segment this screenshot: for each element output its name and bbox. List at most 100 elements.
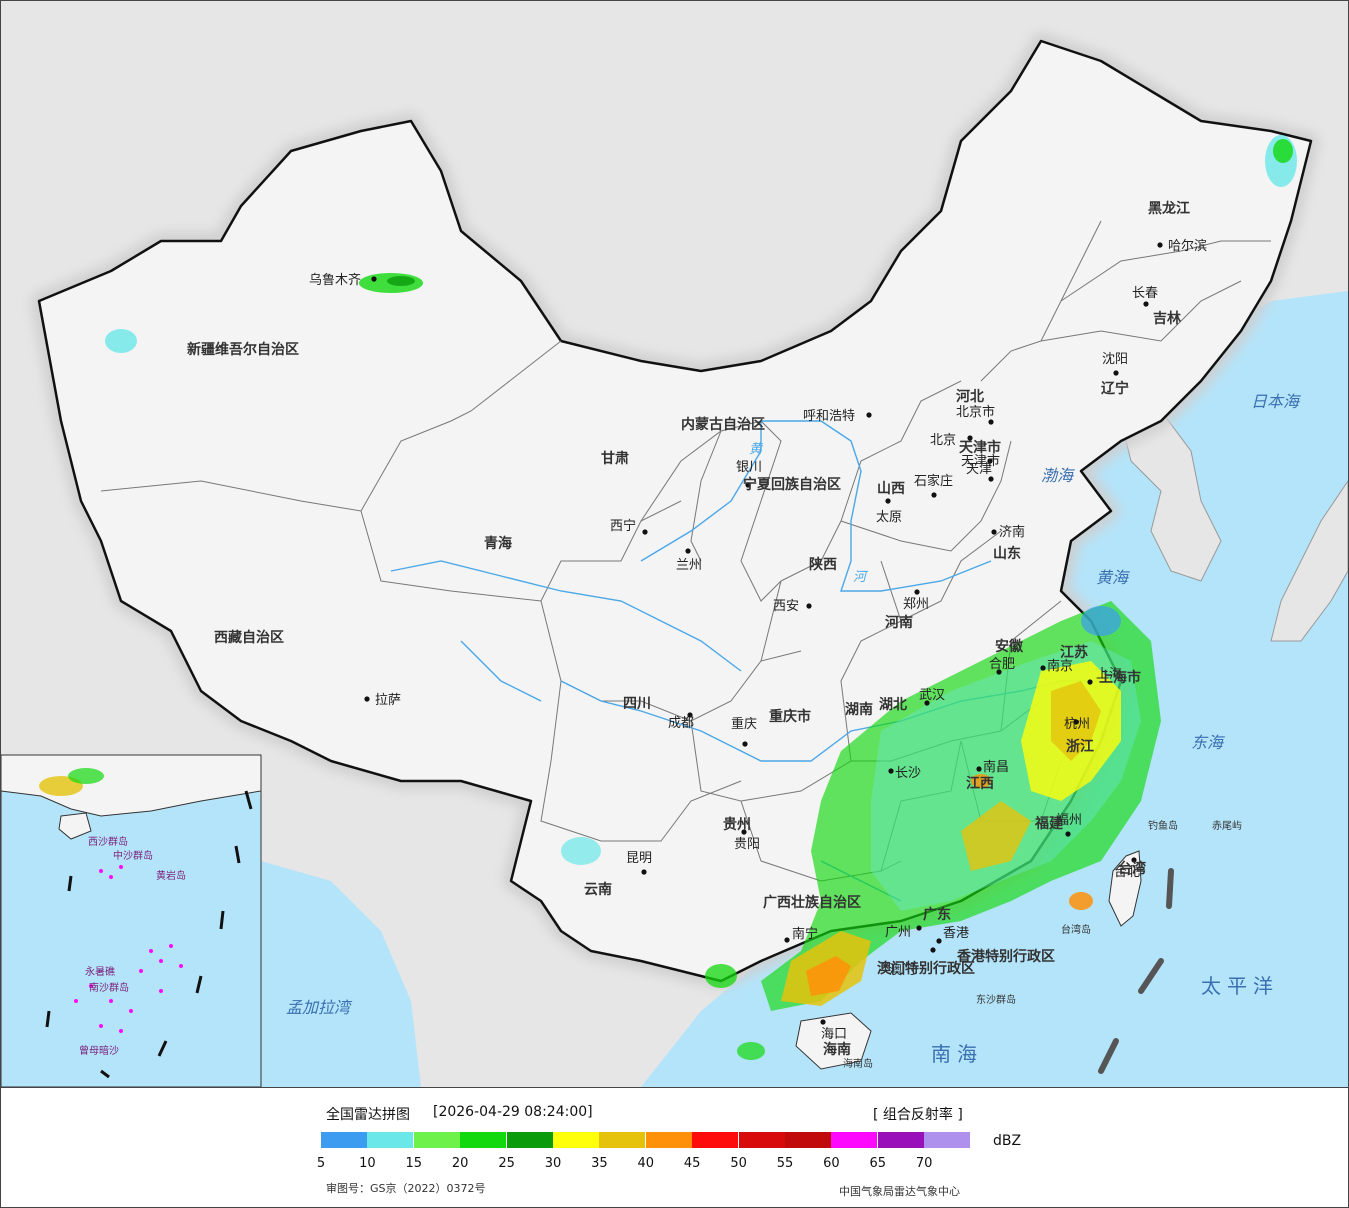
scale-tick-label: 10 <box>359 1156 376 1171</box>
island-label: 黄岩岛 <box>156 869 186 882</box>
approval-number: 审图号：GS京（2022）0372号 <box>326 1182 486 1195</box>
sea-label: 渤海 <box>1041 466 1075 485</box>
province-label: 新疆维吾尔自治区 <box>187 341 299 358</box>
province-label: 江西 <box>966 775 994 792</box>
legend-timestamp: [2026-04-29 08:24:00] <box>433 1104 593 1120</box>
scale-tick-label: 55 <box>776 1156 794 1171</box>
city-dot <box>866 412 872 418</box>
province-label: 甘肃 <box>601 450 629 467</box>
city-label: 南宁 <box>792 926 818 942</box>
city-label: 银川 <box>736 460 762 475</box>
province-label: 四川 <box>623 696 651 712</box>
city-label: 呼和浩特 <box>803 409 855 424</box>
province-label: 江苏 <box>1060 644 1088 661</box>
radar-map: 乌鲁木齐拉萨西宁兰州银川呼和浩特北京北京市天津天津市石家庄太原济南郑州西安成都重… <box>1 1 1348 1088</box>
scale-tick-label: 60 <box>823 1156 840 1171</box>
city-label: 武汉 <box>919 688 945 703</box>
province-label: 浙江 <box>1066 738 1094 755</box>
city-label: 长沙 <box>895 766 921 781</box>
color-swatch <box>645 1132 692 1148</box>
province-label: 青海 <box>484 535 512 552</box>
province-label: 吉林 <box>1153 310 1181 327</box>
city-dot <box>1073 719 1079 725</box>
island-label: 中沙群岛 <box>113 849 153 862</box>
taiwan-island <box>1108 850 1142 927</box>
city-label: 杭州 <box>1064 717 1090 732</box>
hainan-island <box>795 1012 872 1070</box>
city-dot <box>784 937 790 943</box>
city-dot <box>1131 857 1137 863</box>
color-swatch <box>321 1132 367 1148</box>
japan <box>1270 480 1348 642</box>
province-label: 福建 <box>1034 815 1063 832</box>
city-label: 太原 <box>876 510 902 525</box>
city-dot <box>1157 242 1163 248</box>
island-label: 西沙群岛 <box>88 835 128 848</box>
color-swatch <box>367 1132 414 1148</box>
color-swatch <box>831 1132 878 1148</box>
data-source: 中国气象局雷达气象中心 <box>839 1185 960 1198</box>
province-label: 湖北 <box>879 697 907 713</box>
city-label: 西安 <box>773 599 799 614</box>
city-dot <box>1065 831 1071 837</box>
city-dot <box>936 938 942 944</box>
city-dot <box>987 458 993 464</box>
river-label: 河 <box>853 570 869 585</box>
province-label: 广西壮族自治区 <box>763 894 861 911</box>
city-label: 天津 <box>966 462 992 477</box>
province-label: 陕西 <box>809 556 837 573</box>
province-label: 香港特别行政区 <box>956 948 1055 965</box>
sea-label: 日本海 <box>1251 392 1301 411</box>
province-label: 湖南 <box>845 701 873 718</box>
city-label: 澳门 <box>889 962 915 978</box>
dash-line-segments <box>1098 868 1174 1074</box>
island-label: 南沙群岛 <box>89 981 129 994</box>
city-label: 西宁 <box>610 518 636 534</box>
city-label: 兰州 <box>676 558 702 573</box>
city-label: 北京市 <box>956 404 995 420</box>
city-dot <box>976 766 982 772</box>
map-labels: 乌鲁木齐拉萨西宁兰州银川呼和浩特北京北京市天津天津市石家庄太原济南郑州西安成都重… <box>79 200 1301 1070</box>
city-dot <box>931 492 937 498</box>
city-label: 重庆 <box>731 716 757 732</box>
city-label: 拉萨 <box>375 693 401 708</box>
city-label: 香港 <box>943 926 969 941</box>
city-dot <box>687 712 693 718</box>
scale-tick-label: 40 <box>637 1156 655 1171</box>
province-label: 广东 <box>923 906 951 923</box>
province-label: 海南 <box>823 1041 851 1058</box>
radar-echoes <box>105 135 1297 1060</box>
province-label: 宁夏回族自治区 <box>743 476 841 493</box>
color-swatch <box>599 1132 646 1148</box>
river-label: 黄 <box>749 442 764 457</box>
legend-panel: 全国雷达拼图 [2026-04-29 08:24:00] [ 组合反射率 ] d… <box>1 1088 1348 1207</box>
province-label: 天津市 <box>959 439 1001 456</box>
sea-label: 东海 <box>1191 733 1225 752</box>
city-label: 哈尔滨 <box>1168 238 1207 254</box>
color-swatch <box>692 1132 739 1148</box>
province-label: 辽宁 <box>1101 380 1129 397</box>
color-swatch <box>877 1132 924 1148</box>
city-dot <box>1040 665 1046 671</box>
city-dot <box>988 419 994 425</box>
legend-product: [ 组合反射率 ] <box>873 1107 963 1123</box>
legend-unit: dBZ <box>993 1133 1022 1149</box>
city-dot <box>967 435 973 441</box>
province-label: 台湾 <box>1118 860 1146 877</box>
scale-tick-label: 15 <box>405 1156 423 1171</box>
province-label: 河北 <box>956 388 984 405</box>
province-label: 内蒙古自治区 <box>681 416 765 433</box>
sea-bay-of-bengal <box>261 861 421 1087</box>
city-dot <box>996 669 1002 675</box>
color-swatch <box>460 1132 507 1148</box>
island-label: 台湾岛 <box>1061 923 1091 936</box>
island-label: 东沙群岛 <box>976 993 1016 1006</box>
color-swatch <box>553 1132 599 1148</box>
island-label: 永暑礁 <box>85 965 115 978</box>
city-label: 上海 <box>1096 667 1122 682</box>
city-label: 石家庄 <box>914 473 953 489</box>
province-label: 云南 <box>584 881 612 898</box>
city-label: 合肥 <box>989 657 1015 672</box>
province-label: 澳门特别行政区 <box>877 960 975 977</box>
